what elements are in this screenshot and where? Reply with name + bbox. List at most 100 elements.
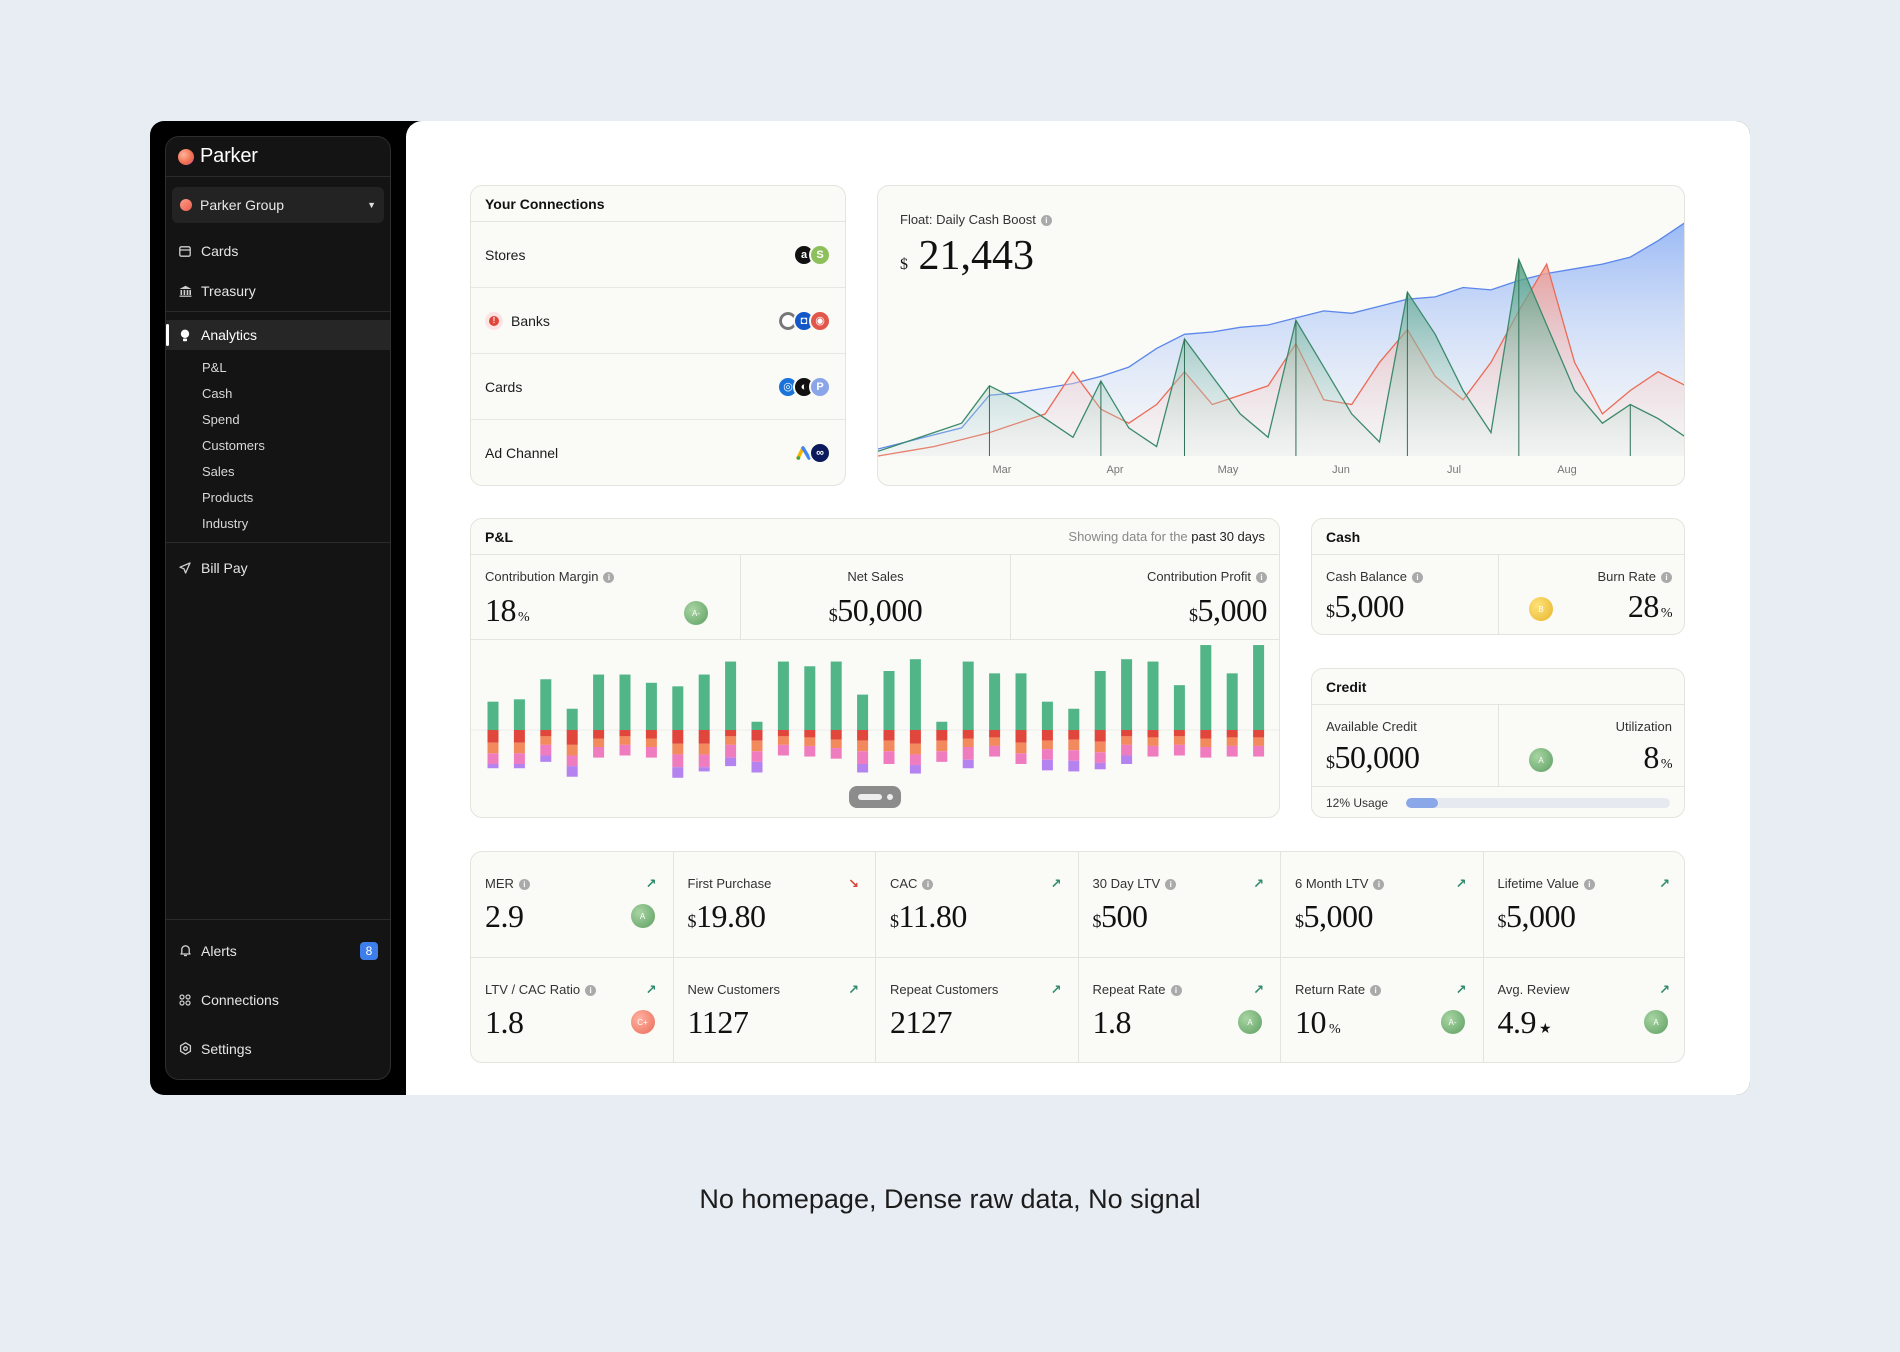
sidebar-item-settings[interactable]: Settings [166,1024,390,1073]
sidebar-item-cards[interactable]: Cards [166,231,390,271]
sidebar-item-alerts[interactable]: Alerts 8 [166,926,390,975]
sidebar-item-label: Settings [201,1040,252,1057]
bar-group [645,682,657,758]
connection-row-banks[interactable]: ! Banks ◘ ◉ [471,288,845,354]
connection-row-ad-channel[interactable]: Ad Channel ∞ [471,420,845,485]
kpi-value: 2127 [890,1004,953,1040]
kpi-cell[interactable]: Lifetime Value i ↗ $5,000 [1483,852,1684,958]
kpi-cell[interactable]: MER i ↗ 2.9 A [471,852,674,958]
connections-title: Your Connections [471,186,845,222]
bar-green [645,682,657,730]
usage-progress-bar [1406,798,1670,808]
bar-purple [962,759,974,769]
chart-scroll-handle[interactable] [849,786,901,808]
bar-green [751,721,763,730]
bank-logo-red-icon: ◉ [809,309,831,332]
kpi-cell[interactable]: Repeat Customers ↗ 2127 [876,958,1079,1062]
sidebar-subitem-cash[interactable]: Cash [202,385,233,401]
card-logo-p-icon: P [809,375,831,398]
kpi-value: $5,000 [1295,898,1373,934]
sidebar-subitem-spend[interactable]: Spend [202,411,240,427]
cash-balance-value: $5,000 [1326,588,1404,624]
bar-green [777,661,789,730]
bar-green [540,679,552,730]
kpi-cell[interactable]: Return Rate i ↗ 10% A- [1281,958,1484,1062]
handle-dot-icon [886,794,893,800]
bar-pink [513,753,525,764]
kpi-value: $11.80 [890,898,967,934]
bar-green [1121,659,1133,730]
bar-orange [1015,742,1027,754]
bar-group [962,661,974,769]
sidebar-item-label: Alerts [201,942,237,959]
sidebar-item-treasury[interactable]: Treasury [166,271,390,311]
trend-up-arrow-icon: ↗ [1253,982,1264,997]
bar-red [857,730,869,741]
sidebar-item-label: Treasury [201,283,256,299]
bar-orange [857,740,869,752]
bar-orange [1173,736,1185,745]
available-credit-cell[interactable]: Available Credit $50,000 [1312,705,1499,787]
bar-group [593,674,605,758]
kpi-label: 6 Month LTV i [1295,876,1469,891]
kpi-value: 1.8 [485,1004,524,1040]
bar-purple [1121,755,1133,764]
bar-pink [1200,746,1212,758]
usage-progress-fill [1406,798,1438,808]
bar-orange [1147,737,1159,746]
workspace-selector[interactable]: Parker Group ▼ [172,187,384,223]
sidebar-subitem-customers[interactable]: Customers [202,437,265,453]
connection-row-stores[interactable]: Stores a S [471,222,845,288]
kpi-cell[interactable]: LTV / CAC Ratio i ↗ 1.8 C+ [471,958,674,1062]
sidebar-subitem-industry[interactable]: Industry [202,515,249,531]
grade-badge: A [1529,748,1553,772]
utilization-cell[interactable]: Utilization A 8% [1499,705,1684,787]
sidebar-item-bill-pay[interactable]: Bill Pay [166,548,390,588]
kpi-cell[interactable]: 30 Day LTV i ↗ $500 [1078,852,1281,958]
info-icon: i [603,572,615,583]
bar-green [1015,673,1027,730]
sidebar-item-label: Analytics [201,327,258,343]
bar-pink [540,744,552,756]
info-icon: i [1411,572,1423,583]
bar-red [540,730,552,737]
grade-badge: A [630,904,655,928]
bar-red [645,730,657,739]
kpi-cell[interactable]: Repeat Rate i ↗ 1.8 A [1079,958,1281,1062]
sidebar-subitem-products[interactable]: Products [202,489,254,505]
bar-red [830,730,842,740]
bar-purple [1041,759,1053,771]
bar-red [725,730,737,737]
trend-up-arrow-icon: ↗ [1050,876,1062,891]
sidebar-item-connections[interactable]: Connections [166,975,390,1024]
bar-group [1041,701,1053,771]
bar-group [1121,659,1133,764]
burn-rate-cell[interactable]: Burn Rate i B 28% [1499,555,1684,634]
contribution-profit-cell[interactable]: Contribution Profit i $5,000 [1011,555,1279,639]
kpi-value: 4.9 ★ [1497,1004,1552,1040]
sidebar-item-label: Connections [201,991,279,1008]
contribution-margin-cell[interactable]: Contribution Margin i 18% A- [471,555,741,639]
grade-badge: A- [1440,1010,1465,1034]
brand[interactable]: Parker [166,137,390,177]
bar-red [672,730,684,744]
kpi-cell[interactable]: New Customers ↗ 1127 [674,958,876,1062]
cash-balance-cell[interactable]: Cash Balance i $5,000 [1312,555,1499,634]
bar-pink [645,746,657,758]
net-sales-cell[interactable]: Net Sales $50,000 [741,555,1011,639]
bar-red [1173,730,1185,737]
sidebar-subitem-pl[interactable]: P&L [202,359,227,375]
bar-pink [936,751,948,762]
sidebar-subitem-sales[interactable]: Sales [202,463,235,479]
kpi-cell[interactable]: First Purchase ↘ $19.80 [673,852,876,958]
bar-purple [487,763,499,769]
bar-orange [619,736,631,745]
kpi-label: Repeat Rate i [1093,982,1267,997]
kpi-cell[interactable]: CAC i ↗ $11.80 [876,852,1079,958]
connection-row-cards[interactable]: Cards ◎ ◐ P [471,354,845,420]
kpi-cell[interactable]: Avg. Review ↗ 4.9 ★ A [1484,958,1685,1062]
bar-group [1015,673,1027,764]
kpi-cell[interactable]: 6 Month LTV i ↗ $5,000 [1281,852,1484,958]
bar-purple [566,766,578,777]
sidebar-item-analytics[interactable]: Analytics [166,320,390,350]
